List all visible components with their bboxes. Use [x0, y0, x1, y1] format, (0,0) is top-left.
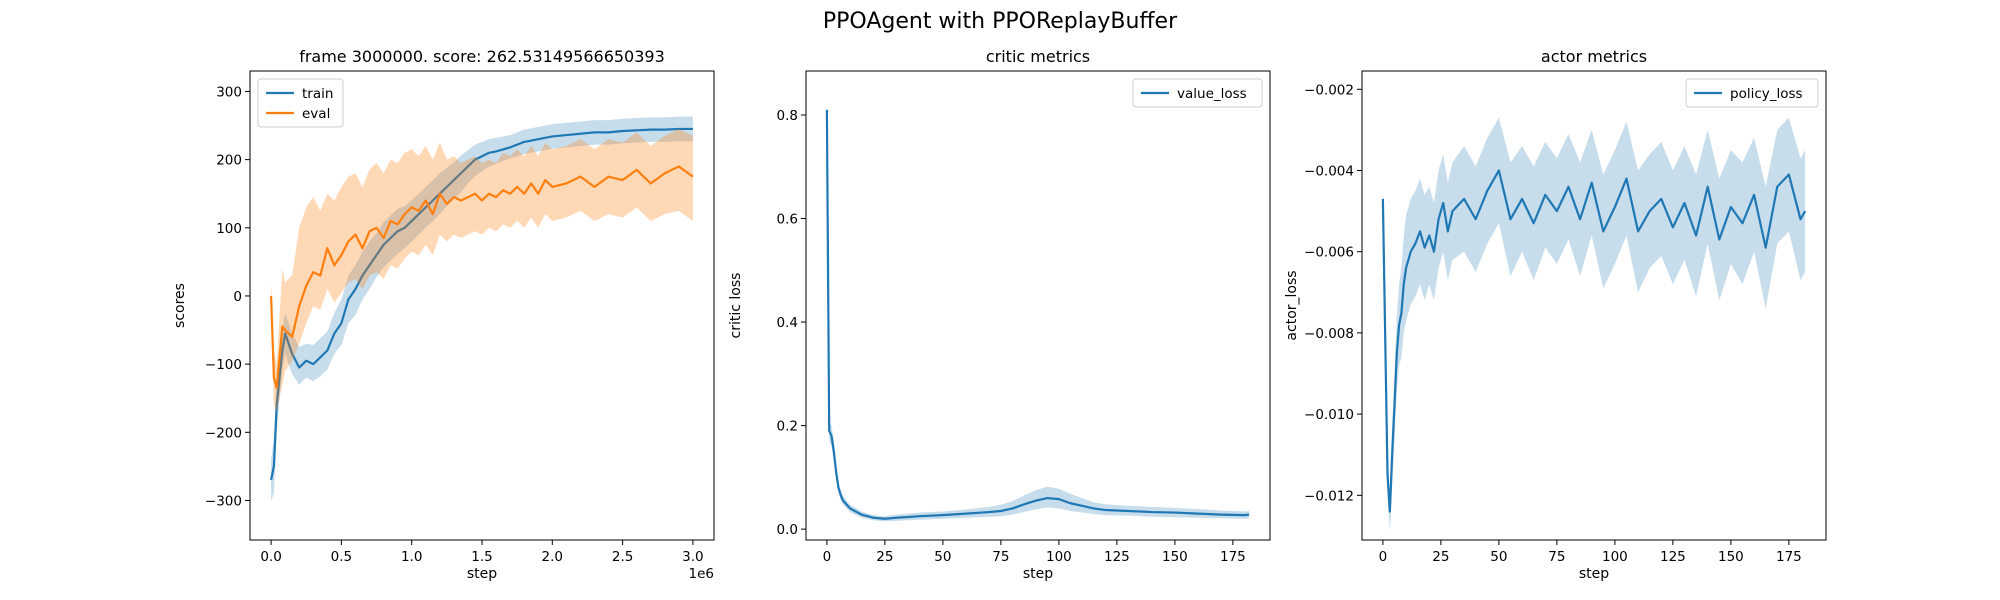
y-tick-label: 100 — [216, 221, 242, 237]
x-tick-label: 0.5 — [331, 549, 352, 565]
train-band — [271, 116, 693, 501]
series-group — [825, 94, 1250, 522]
y-tick-label: −0.012 — [1304, 488, 1354, 504]
legend-label-train: train — [302, 86, 333, 102]
x-tick-label: 125 — [1660, 549, 1686, 565]
y-tick-label: 0.8 — [777, 108, 798, 124]
x-tick-label: 0 — [823, 549, 832, 565]
value_loss-line — [825, 109, 1250, 520]
x-tick-label: 75 — [992, 549, 1009, 565]
x-tick-label: 150 — [1162, 549, 1188, 565]
y-tick-label: −0.010 — [1304, 407, 1354, 423]
x-tick-label: 1.5 — [471, 549, 492, 565]
eval-line — [269, 165, 694, 390]
x-tick-label: 3.0 — [682, 549, 703, 565]
y-tick-label: 0.6 — [777, 212, 798, 228]
x-tick-label: 25 — [1432, 549, 1449, 565]
x-tick-label: 2.5 — [612, 549, 633, 565]
actor-metrics-panel: 0 25 50 75 100 125 150 175 −0.012 −0.010 −0.008 −0.… — [1284, 47, 1827, 582]
y-tick-label: 300 — [216, 84, 242, 100]
x-tick-label: 1.0 — [401, 549, 422, 565]
axes-frame — [805, 70, 1271, 541]
x-tick-label: 2.0 — [542, 549, 563, 565]
y-tick-label: 0 — [233, 289, 242, 305]
x-tick-label: 0 — [1379, 549, 1388, 565]
y-tick-label: −0.008 — [1304, 326, 1354, 342]
x-tick-label: 100 — [1046, 549, 1072, 565]
x-tick-label: 50 — [1490, 549, 1507, 565]
plot-area — [806, 71, 1270, 540]
x-axis-label: step — [467, 566, 497, 582]
y-tick-label: −0.006 — [1304, 245, 1354, 261]
legend-label-policy_loss: policy_loss — [1730, 86, 1803, 102]
x-tick-label: 150 — [1718, 549, 1744, 565]
x-axis-label: step — [1579, 566, 1609, 582]
x-offset-text: 1e6 — [689, 566, 714, 582]
x-tick-label: 125 — [1104, 549, 1130, 565]
scores-panel: 0.0 0.5 1.0 1.5 2.0 2.5 3.0 −300 −200 −100 0 100 200… — [172, 47, 715, 582]
y-tick-label: −100 — [205, 357, 242, 373]
y-tick-label: 0.4 — [777, 315, 798, 331]
x-tick-label: 100 — [1602, 549, 1628, 565]
y-tick-label: −200 — [205, 425, 242, 441]
policy_loss-line — [1381, 169, 1807, 513]
x-tick-label: 75 — [1548, 549, 1565, 565]
plot-area — [250, 71, 714, 540]
y-tick-label: −0.004 — [1304, 163, 1354, 179]
y-axis-label: actor_loss — [1284, 270, 1300, 340]
x-tick-label: 25 — [876, 549, 893, 565]
y-axis-label: scores — [172, 283, 188, 328]
legend-label-value_loss: value_loss — [1177, 86, 1247, 102]
panel-title: frame 3000000. score: 262.53149566650393 — [299, 47, 665, 66]
y-tick-label: 0.2 — [777, 419, 798, 435]
series-group — [1381, 117, 1807, 532]
y-tick-label: −0.002 — [1304, 82, 1354, 98]
train-line — [270, 127, 693, 481]
plot-area — [1362, 71, 1826, 540]
y-tick-label: 0.0 — [777, 522, 798, 538]
y-axis-label: critic loss — [728, 273, 744, 339]
legend-box — [257, 78, 344, 128]
x-tick-label: 175 — [1776, 549, 1802, 565]
y-tick-label: 200 — [216, 153, 242, 169]
y-tick-label: −300 — [205, 493, 242, 509]
axes-frame — [1361, 70, 1827, 541]
legend-box — [1132, 78, 1263, 108]
panel-title: actor metrics — [1541, 47, 1647, 66]
figure-suptitle: PPOAgent with PPOReplayBuffer — [823, 9, 1178, 34]
critic-metrics-panel: 0 25 50 75 100 125 150 175 0.0 0.2 0.4 0.6 0.8 critic… — [728, 47, 1271, 582]
x-tick-label: 0.0 — [260, 549, 281, 565]
series-group — [269, 116, 694, 501]
x-tick-label: 175 — [1220, 549, 1246, 565]
legend-box — [1685, 78, 1819, 108]
panel-title: critic metrics — [986, 47, 1090, 66]
x-tick-label: 50 — [934, 549, 951, 565]
x-axis-label: step — [1023, 566, 1053, 582]
eval-band — [271, 128, 693, 412]
legend-label-eval: eval — [302, 106, 330, 122]
